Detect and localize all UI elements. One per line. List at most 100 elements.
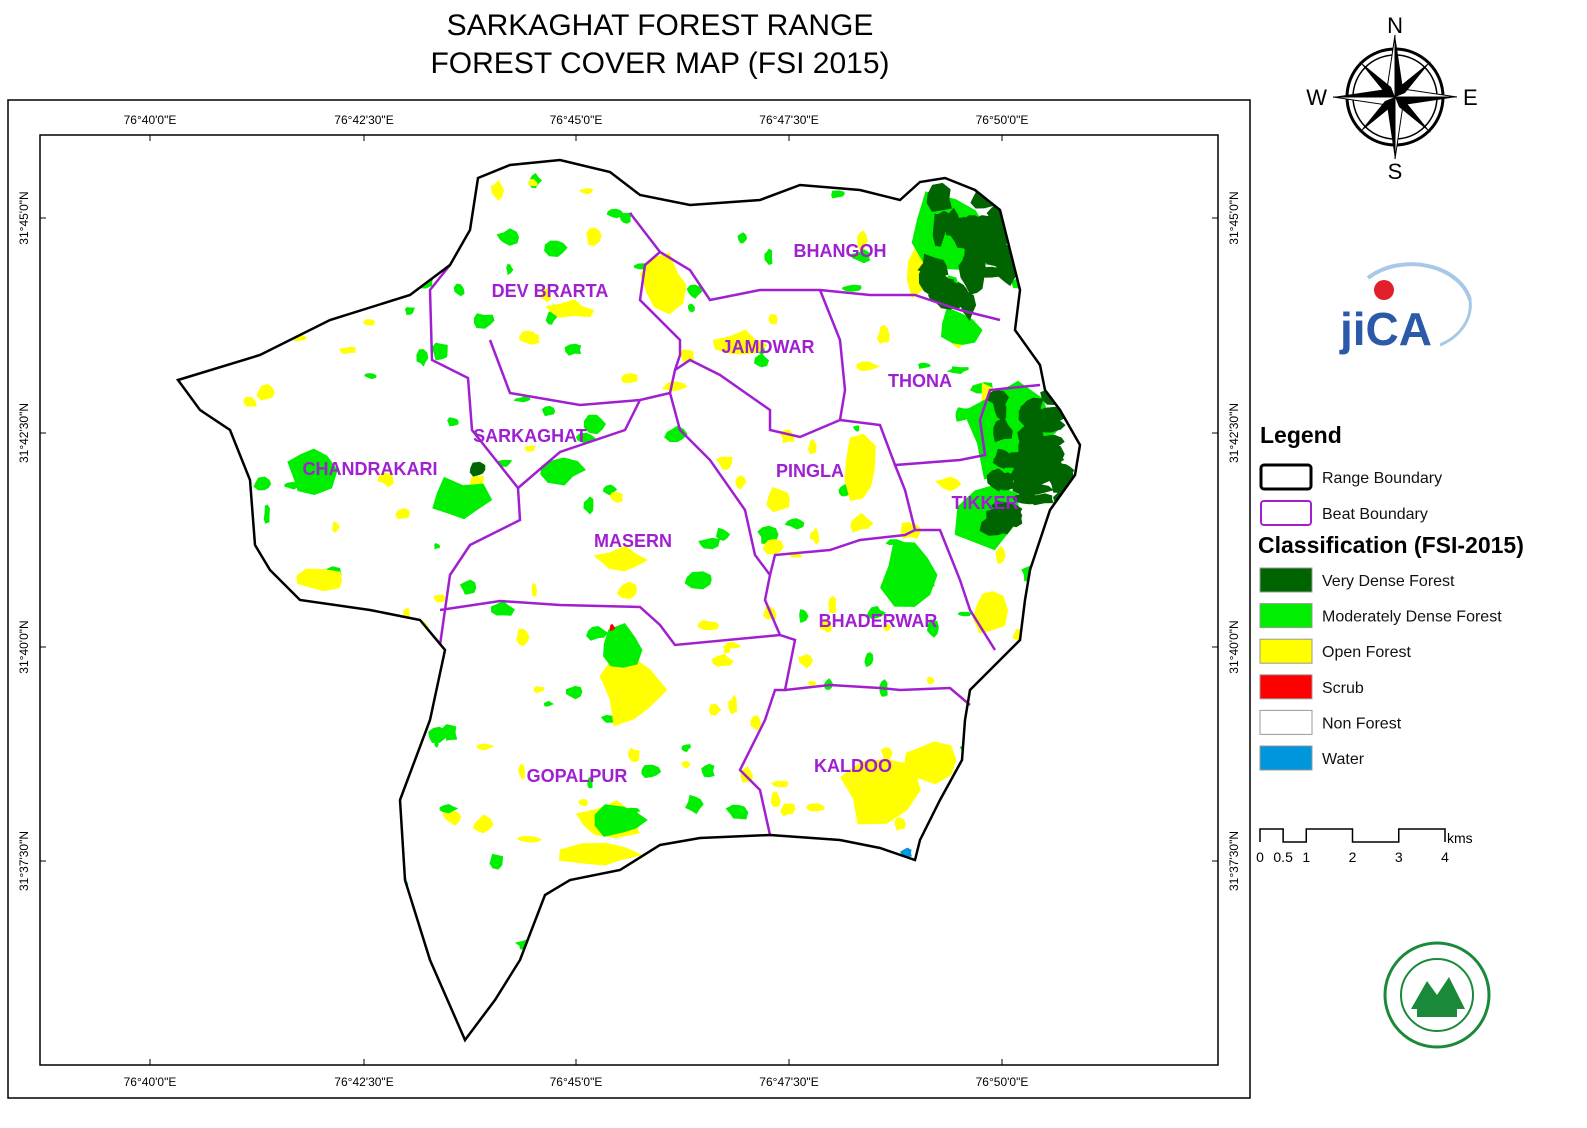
forest-patch xyxy=(701,763,715,778)
forest-patch xyxy=(926,676,935,684)
forest-patch xyxy=(586,227,602,246)
legend-swatch xyxy=(1259,463,1313,491)
forest-patch xyxy=(587,776,593,789)
legend-label: Beat Boundary xyxy=(1322,506,1428,523)
forest-patch xyxy=(698,537,721,550)
forest-patch xyxy=(922,272,940,293)
compass-label: S xyxy=(1388,159,1403,184)
longitude-label: 76°42'30"E xyxy=(334,1075,393,1089)
forest-patch xyxy=(972,591,1009,634)
forest-patch xyxy=(936,282,964,304)
longitude-label: 76°40'0"E xyxy=(124,1075,177,1089)
latitude-label: 31°37'30"N xyxy=(17,831,31,891)
latitude-label: 31°45'0"N xyxy=(17,191,31,244)
latitude-label: 31°45'0"N xyxy=(1227,191,1241,244)
forest-patch xyxy=(395,507,410,519)
forest-patch xyxy=(712,329,768,355)
forest-patch xyxy=(711,654,734,667)
forest-patch xyxy=(799,609,809,623)
legend-swatch xyxy=(1259,745,1313,771)
forest-patch xyxy=(935,274,951,289)
forest-patch xyxy=(850,249,871,264)
forest-patch xyxy=(599,655,668,727)
beat-boundary xyxy=(784,683,971,706)
forest-patch xyxy=(750,715,761,731)
forest-patch xyxy=(441,724,458,741)
forest-patch xyxy=(520,330,535,342)
forest-patch xyxy=(253,476,272,491)
longitude-label: 76°50'0"E xyxy=(976,1075,1029,1089)
beat-boundary xyxy=(428,264,522,646)
forest-patch xyxy=(995,546,1006,565)
forest-patch xyxy=(917,253,949,279)
forest-patch xyxy=(979,238,1017,268)
legend: Legend Range Boundary Beat Boundary Classif… xyxy=(1258,422,1524,771)
forest-patch xyxy=(725,804,749,820)
forest-patch xyxy=(541,405,556,417)
forest-patch xyxy=(517,836,543,843)
forest-patch xyxy=(433,594,445,603)
forest-patch xyxy=(992,448,1011,469)
scale-bar: 0 0.5 1 2 3 4 kms xyxy=(1256,828,1473,865)
north-arrow: N E S W xyxy=(1306,13,1477,184)
forest-patch xyxy=(894,817,906,831)
legend-swatch xyxy=(1260,500,1312,526)
logo-arc xyxy=(1366,262,1472,301)
forest-patch xyxy=(404,307,415,315)
beat-boundary xyxy=(517,399,642,489)
beat-label: SARKAGHAT xyxy=(473,426,587,446)
map-title: FOREST COVER MAP (FSI 2015) xyxy=(430,47,889,80)
forest-patch xyxy=(603,623,643,668)
scale-label: 3 xyxy=(1395,849,1403,865)
beat-label: KALDOO xyxy=(814,756,892,776)
forest-patch xyxy=(808,439,817,455)
longitude-label: 76°47'30"E xyxy=(759,1075,818,1089)
emblem-base xyxy=(1417,1009,1457,1017)
forest-patch xyxy=(256,383,275,401)
scale-unit: kms xyxy=(1447,830,1473,846)
forest-patch xyxy=(661,381,688,391)
legend-swatch xyxy=(1259,603,1313,629)
legend-label: Range Boundary xyxy=(1322,470,1442,487)
non-forest-area xyxy=(178,160,1080,1040)
beat-boundary xyxy=(915,528,997,651)
forest-patch xyxy=(377,472,394,488)
forest-patch xyxy=(926,182,952,212)
forest-patch xyxy=(975,266,1007,278)
forest-patch xyxy=(723,647,731,654)
forest-patch xyxy=(416,349,429,367)
forest-patch xyxy=(1012,473,1043,498)
beat-label: DEV BRARTA xyxy=(492,281,609,301)
compass-point xyxy=(1395,97,1431,133)
forest-patch xyxy=(506,264,514,276)
forest-patch xyxy=(771,791,781,807)
forest-patch xyxy=(590,416,599,434)
outer-frame xyxy=(7,99,1251,1099)
forest-patch xyxy=(640,252,687,315)
forest-patch xyxy=(996,505,1023,525)
forest-patch xyxy=(516,628,530,647)
map-title: SARKAGHAT FOREST RANGE xyxy=(447,9,874,42)
forest-patch xyxy=(527,178,538,187)
forest-patch xyxy=(453,283,465,297)
beat-boundary xyxy=(439,599,797,836)
latitude-label: 31°37'30"N xyxy=(1227,831,1241,891)
forest-patch xyxy=(716,456,733,470)
compass-label: N xyxy=(1387,13,1403,38)
forest-patch xyxy=(469,461,486,477)
latitude-label: 31°42'30"N xyxy=(1227,403,1241,463)
compass-label: W xyxy=(1306,85,1327,110)
legend-label: Water xyxy=(1322,751,1365,768)
forest-patch xyxy=(578,799,588,807)
latitude-label: 31°40'0"N xyxy=(17,620,31,673)
forest-patch xyxy=(716,527,731,541)
compass-point xyxy=(1395,97,1457,105)
forest-patch xyxy=(606,208,623,219)
forest-patch xyxy=(844,433,876,501)
forest-patch xyxy=(722,641,741,649)
beat-label: BHANGOH xyxy=(794,241,887,261)
forest-patch xyxy=(1028,493,1054,506)
forest-patch xyxy=(364,373,377,380)
legend-swatch xyxy=(1259,638,1313,664)
